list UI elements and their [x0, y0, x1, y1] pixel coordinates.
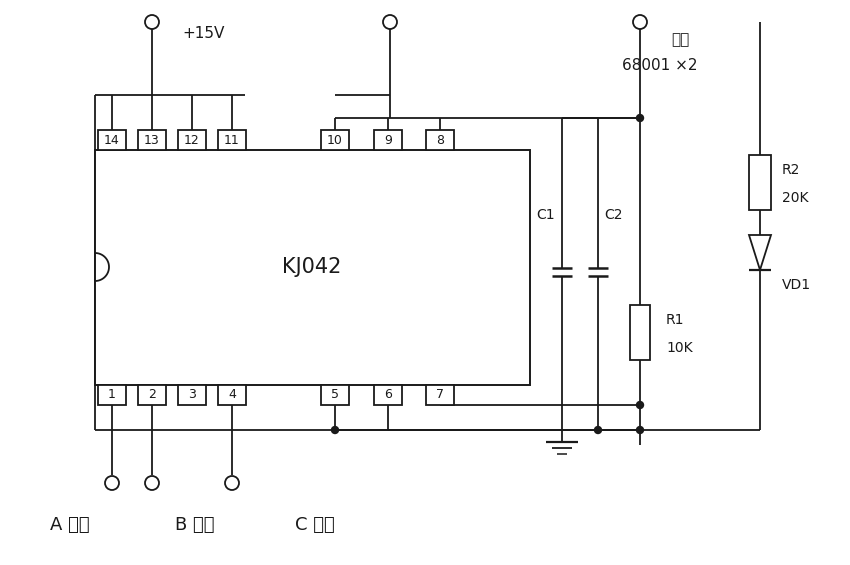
- Text: 6: 6: [384, 389, 392, 402]
- Text: 10: 10: [327, 133, 343, 146]
- Bar: [95, 150, 530, 385]
- Circle shape: [637, 115, 643, 121]
- Polygon shape: [749, 235, 771, 270]
- Text: 68001 ×2: 68001 ×2: [622, 58, 698, 72]
- Text: A 相入: A 相入: [50, 516, 89, 534]
- Text: +15V: +15V: [182, 25, 224, 41]
- Text: 12: 12: [184, 133, 200, 146]
- Text: 输出: 输出: [671, 33, 689, 47]
- Text: VD1: VD1: [782, 278, 811, 292]
- Text: 5: 5: [331, 389, 339, 402]
- Text: C 相入: C 相入: [295, 516, 335, 534]
- Circle shape: [594, 427, 602, 433]
- Bar: [218, 130, 246, 150]
- Text: 11: 11: [224, 133, 240, 146]
- Bar: [218, 385, 246, 405]
- Text: R1: R1: [666, 313, 684, 327]
- Bar: [321, 385, 349, 405]
- Text: 7: 7: [436, 389, 444, 402]
- Bar: [138, 130, 166, 150]
- Bar: [178, 385, 206, 405]
- Bar: [426, 385, 454, 405]
- Text: 14: 14: [104, 133, 120, 146]
- Bar: [321, 130, 349, 150]
- Circle shape: [637, 427, 643, 433]
- Bar: [426, 130, 454, 150]
- Text: 4: 4: [228, 389, 236, 402]
- Text: R2: R2: [782, 163, 801, 177]
- Bar: [749, 155, 771, 210]
- Text: 3: 3: [188, 389, 196, 402]
- Circle shape: [637, 402, 643, 408]
- Text: 10K: 10K: [666, 341, 693, 355]
- Bar: [98, 385, 126, 405]
- Text: B 相入: B 相入: [175, 516, 214, 534]
- Bar: [374, 130, 402, 150]
- Text: 9: 9: [384, 133, 392, 146]
- Text: 8: 8: [436, 133, 444, 146]
- Text: C2: C2: [604, 208, 623, 222]
- Text: 2: 2: [148, 389, 156, 402]
- Circle shape: [332, 427, 338, 433]
- Bar: [98, 130, 126, 150]
- Text: 13: 13: [144, 133, 160, 146]
- Text: 20K: 20K: [782, 191, 808, 205]
- Text: 1: 1: [108, 389, 116, 402]
- Bar: [178, 130, 206, 150]
- Text: KJ042: KJ042: [282, 257, 342, 277]
- Bar: [138, 385, 166, 405]
- Bar: [630, 305, 650, 360]
- Bar: [374, 385, 402, 405]
- Text: C1: C1: [536, 208, 555, 222]
